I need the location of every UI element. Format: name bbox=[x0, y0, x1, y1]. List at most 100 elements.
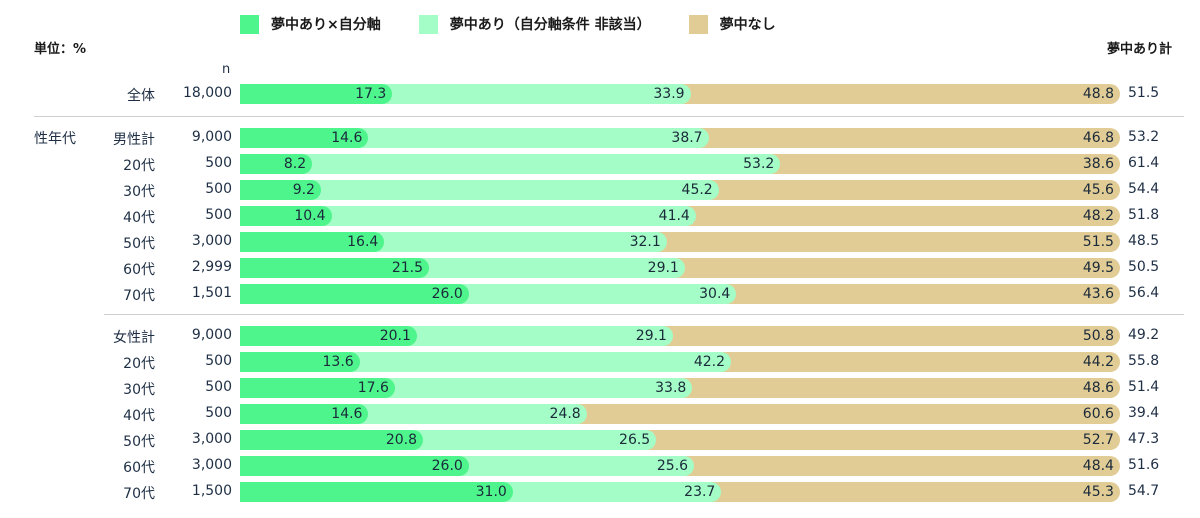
value-label: 45.3 bbox=[1082, 484, 1114, 500]
bar-segment-self-axis: 21.5 bbox=[240, 258, 430, 278]
value-label: 53.2 bbox=[743, 156, 775, 172]
category-label: 40代 bbox=[123, 408, 155, 424]
value-label: 30.4 bbox=[699, 286, 731, 302]
chart-row: 女性計 9,000 20.1 29.1 50.8 49.2 bbox=[0, 326, 1200, 348]
total-value: 47.3 bbox=[1128, 431, 1160, 447]
total-value: 51.5 bbox=[1128, 85, 1160, 101]
bar-segment-non-self-axis: 29.1 bbox=[419, 258, 685, 278]
value-label: 29.1 bbox=[635, 328, 667, 344]
value-label: 14.6 bbox=[331, 130, 363, 146]
value-label: 20.8 bbox=[385, 432, 418, 448]
chart-row: 70代 1,500 31.0 23.7 45.3 54.7 bbox=[0, 482, 1200, 504]
stacked-bar: 8.2 53.2 38.6 bbox=[240, 154, 1120, 174]
value-label: 38.7 bbox=[671, 130, 703, 146]
value-label: 20.1 bbox=[379, 328, 411, 344]
stacked-bar: 14.6 24.8 60.6 bbox=[240, 404, 1120, 424]
category-label: 30代 bbox=[123, 382, 155, 398]
value-label: 16.4 bbox=[347, 234, 379, 250]
value-label: 17.3 bbox=[355, 86, 387, 102]
value-label: 46.8 bbox=[1082, 130, 1115, 146]
bar-segment-none: 60.6 bbox=[576, 404, 1120, 424]
total-value: 54.7 bbox=[1128, 483, 1160, 499]
stacked-bar: 13.6 42.2 44.2 bbox=[240, 352, 1120, 372]
value-label: 48.2 bbox=[1082, 208, 1114, 224]
value-label: 45.2 bbox=[681, 182, 713, 198]
divider bbox=[34, 116, 1184, 117]
sample-size: 500 bbox=[205, 207, 232, 223]
bar-segment-self-axis: 16.4 bbox=[240, 232, 385, 252]
chart-row: 全体 18,000 17.3 33.9 48.8 51.5 bbox=[0, 84, 1200, 106]
chart-legend: 夢中あり×自分軸 夢中あり（自分軸条件 非該当） 夢中なし bbox=[240, 14, 814, 34]
sample-size: 500 bbox=[205, 155, 232, 171]
divider bbox=[104, 314, 1184, 315]
category-label: 60代 bbox=[123, 262, 155, 278]
value-label: 48.8 bbox=[1082, 86, 1114, 102]
bar-segment-none: 45.6 bbox=[708, 180, 1120, 200]
sample-size: 9,000 bbox=[191, 129, 232, 145]
total-value: 51.4 bbox=[1128, 379, 1160, 395]
bar-segment-none: 44.2 bbox=[721, 352, 1120, 372]
total-value: 54.4 bbox=[1128, 181, 1160, 197]
bar-segment-self-axis: 14.6 bbox=[240, 404, 369, 424]
category-label: 20代 bbox=[123, 356, 155, 372]
bar-segment-self-axis: 13.6 bbox=[240, 352, 360, 372]
bar-segment-none: 48.4 bbox=[684, 456, 1120, 476]
chart-row: 男性計 9,000 14.6 38.7 46.8 53.2 bbox=[0, 128, 1200, 150]
category-label: 70代 bbox=[123, 288, 155, 304]
bar-segment-none: 52.7 bbox=[646, 430, 1120, 450]
bar-segment-non-self-axis: 42.2 bbox=[349, 352, 732, 372]
bar-segment-self-axis: 31.0 bbox=[240, 482, 513, 502]
value-label: 33.9 bbox=[653, 86, 685, 102]
bar-segment-none: 43.6 bbox=[726, 284, 1120, 304]
sample-size: 3,000 bbox=[191, 233, 232, 249]
bar-segment-non-self-axis: 23.7 bbox=[502, 482, 722, 502]
bar-segment-self-axis: 14.6 bbox=[240, 128, 369, 148]
bar-segment-none: 38.6 bbox=[770, 154, 1120, 174]
value-label: 50.8 bbox=[1082, 328, 1114, 344]
bar-segment-none: 50.8 bbox=[662, 326, 1120, 346]
chart-row: 30代 500 17.6 33.8 48.6 51.4 bbox=[0, 378, 1200, 400]
unit-label: 単位：% bbox=[34, 42, 87, 57]
total-value: 53.2 bbox=[1128, 129, 1160, 145]
legend-item-none: 夢中なし bbox=[688, 14, 776, 34]
chart-row: 60代 3,000 26.0 25.6 48.4 51.6 bbox=[0, 456, 1200, 478]
legend-swatch-icon bbox=[688, 14, 708, 34]
bar-segment-non-self-axis: 29.1 bbox=[406, 326, 673, 346]
sample-size: 1,500 bbox=[191, 483, 232, 499]
category-label: 女性計 bbox=[113, 330, 155, 346]
value-label: 45.6 bbox=[1082, 182, 1114, 198]
value-label: 26.0 bbox=[431, 286, 463, 302]
value-label: 14.6 bbox=[331, 406, 363, 422]
stacked-bar: 21.5 29.1 49.5 bbox=[240, 258, 1121, 278]
chart-row: 40代 500 10.4 41.4 48.2 51.8 bbox=[0, 206, 1200, 228]
stacked-bar: 10.4 41.4 48.2 bbox=[240, 206, 1120, 226]
bar-segment-non-self-axis: 32.1 bbox=[374, 232, 667, 252]
bar-segment-non-self-axis: 25.6 bbox=[458, 456, 695, 476]
bar-segment-non-self-axis: 24.8 bbox=[358, 404, 587, 424]
stacked-bar: 31.0 23.7 45.3 bbox=[240, 482, 1120, 502]
chart-row: 50代 3,000 20.8 26.5 52.7 47.3 bbox=[0, 430, 1200, 452]
chart-row: 60代 2,999 21.5 29.1 49.5 50.5 bbox=[0, 258, 1200, 280]
stacked-bar: 26.0 25.6 48.4 bbox=[240, 456, 1120, 476]
value-label: 26.5 bbox=[619, 432, 651, 448]
bar-segment-non-self-axis: 38.7 bbox=[358, 128, 709, 148]
stacked-bar: 26.0 30.4 43.6 bbox=[240, 284, 1120, 304]
bar-segment-none: 51.5 bbox=[656, 232, 1120, 252]
sample-size: 3,000 bbox=[191, 431, 232, 447]
legend-label: 夢中なし bbox=[719, 17, 776, 33]
value-label: 52.7 bbox=[1082, 432, 1114, 448]
value-label: 9.2 bbox=[292, 182, 315, 198]
value-label: 38.6 bbox=[1082, 156, 1114, 172]
value-label: 31.0 bbox=[475, 484, 507, 500]
category-label: 男性計 bbox=[113, 132, 155, 148]
total-value: 56.4 bbox=[1128, 285, 1160, 301]
value-label: 51.5 bbox=[1082, 234, 1114, 250]
total-value: 51.8 bbox=[1128, 207, 1160, 223]
value-label: 24.8 bbox=[549, 406, 581, 422]
legend-label: 夢中あり（自分軸条件 非該当） bbox=[449, 17, 651, 33]
legend-label: 夢中あり×自分軸 bbox=[271, 17, 381, 33]
stacked-bar: 20.1 29.1 50.8 bbox=[240, 326, 1120, 346]
chart-row: 50代 3,000 16.4 32.1 51.5 48.5 bbox=[0, 232, 1200, 254]
bar-segment-self-axis: 17.6 bbox=[240, 378, 395, 398]
bar-segment-non-self-axis: 45.2 bbox=[310, 180, 719, 200]
